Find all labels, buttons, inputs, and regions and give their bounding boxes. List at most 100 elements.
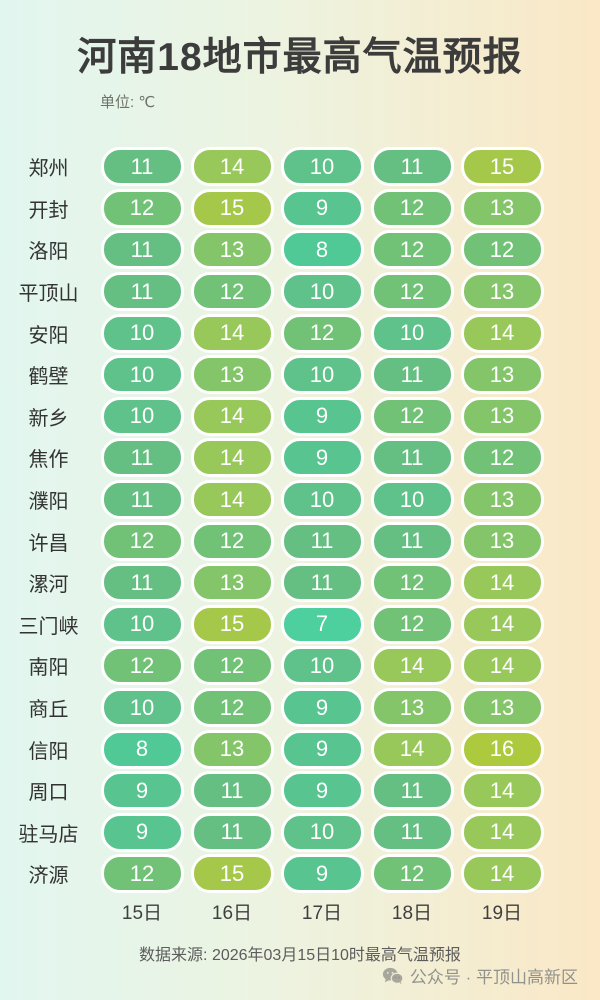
table-row: 濮阳 11 14 10 10 13: [0, 479, 600, 521]
temp-pill: 15: [190, 604, 274, 644]
temp-slot: 14: [457, 604, 547, 644]
temp-slot: 10: [367, 480, 457, 520]
row-cells: 12 15 9 12 13: [97, 188, 600, 228]
temp-slot: 16: [457, 729, 547, 769]
temp-pill: 12: [370, 854, 454, 894]
table-row: 平顶山 11 12 10 12 13: [0, 271, 600, 313]
temp-slot: 11: [277, 521, 367, 561]
city-label: 驻马店: [18, 823, 79, 846]
temp-slot: 11: [367, 812, 457, 852]
temp-slot: 14: [457, 313, 547, 353]
temp-pill: 12: [460, 230, 544, 270]
temp-pill: 14: [460, 771, 544, 811]
city-label: 濮阳: [28, 491, 69, 514]
temp-pill: 11: [370, 521, 454, 561]
temp-pill: 11: [190, 812, 274, 852]
table-row: 南阳 12 12 10 14 14: [0, 645, 600, 687]
temp-pill: 11: [190, 771, 274, 811]
temp-slot: 15: [187, 188, 277, 228]
date-label: 18日: [391, 903, 433, 924]
temp-slot: 11: [277, 563, 367, 603]
temp-slot: 11: [97, 438, 187, 478]
temp-pill: 11: [100, 438, 184, 478]
temp-pill: 9: [280, 396, 364, 436]
temp-pill: 7: [280, 604, 364, 644]
temp-slot: 10: [97, 396, 187, 436]
row-cells: 10 14 12 10 14: [97, 313, 600, 353]
temp-slot: 11: [367, 521, 457, 561]
row-cells: 11 13 8 12 12: [97, 230, 600, 270]
table-row: 漯河 11 13 11 12 14: [0, 562, 600, 604]
temp-table: 郑州 11 14 10 11 15 开封 12 15 9 12 13 洛阳 11 13 8 12 12 …: [0, 146, 600, 895]
temp-slot: 11: [367, 147, 457, 187]
page-title: 河南18地市最高气温预报: [77, 36, 523, 79]
temp-slot: 11: [187, 771, 277, 811]
temp-pill: 10: [280, 355, 364, 395]
wechat-icon: [382, 967, 404, 985]
temp-pill: 12: [100, 646, 184, 686]
temp-slot: 12: [367, 272, 457, 312]
table-row: 济源 12 15 9 12 14: [0, 853, 600, 895]
temp-pill: 13: [190, 355, 274, 395]
temp-pill: 11: [370, 771, 454, 811]
temp-slot: 12: [187, 688, 277, 728]
temp-pill: 12: [370, 396, 454, 436]
temp-pill: 16: [460, 729, 544, 769]
temp-pill: 13: [460, 521, 544, 561]
temp-slot: 13: [457, 521, 547, 561]
temp-pill: 10: [100, 355, 184, 395]
temp-slot: 11: [97, 563, 187, 603]
city-label: 信阳: [28, 740, 69, 763]
temp-pill: 9: [100, 812, 184, 852]
table-row: 驻马店 9 11 10 11 14: [0, 812, 600, 854]
temp-slot: 8: [97, 729, 187, 769]
city-label: 三门峡: [18, 615, 79, 638]
temp-pill: 13: [460, 688, 544, 728]
temp-slot: 14: [187, 147, 277, 187]
temp-slot: 10: [277, 355, 367, 395]
temp-slot: 11: [187, 812, 277, 852]
temp-pill: 12: [370, 230, 454, 270]
row-cells: 10 14 9 12 13: [97, 396, 600, 436]
temp-slot: 14: [457, 812, 547, 852]
temp-slot: 13: [367, 688, 457, 728]
temp-pill: 13: [370, 688, 454, 728]
temp-slot: 14: [187, 480, 277, 520]
temp-pill: 14: [190, 480, 274, 520]
temp-slot: 13: [187, 355, 277, 395]
unit-label: 单位: ℃: [100, 94, 156, 111]
temp-pill: 10: [280, 272, 364, 312]
temp-pill: 10: [100, 396, 184, 436]
city-label: 漯河: [28, 574, 69, 597]
temp-pill: 14: [460, 812, 544, 852]
temp-pill: 13: [460, 480, 544, 520]
table-row: 郑州 11 14 10 11 15: [0, 146, 600, 188]
temp-pill: 12: [370, 604, 454, 644]
temp-slot: 10: [97, 604, 187, 644]
table-row: 周口 9 11 9 11 14: [0, 770, 600, 812]
temp-slot: 15: [187, 604, 277, 644]
city-label: 商丘: [28, 699, 69, 722]
row-cells: 11 14 10 11 15: [97, 147, 600, 187]
temp-slot: 12: [457, 230, 547, 270]
temp-pill: 15: [460, 147, 544, 187]
temp-slot: 12: [187, 521, 277, 561]
temp-pill: 10: [370, 313, 454, 353]
temp-pill: 12: [280, 313, 364, 353]
temp-pill: 11: [280, 521, 364, 561]
temp-pill: 13: [190, 563, 274, 603]
temp-pill: 14: [460, 854, 544, 894]
temp-pill: 14: [370, 646, 454, 686]
temp-pill: 14: [190, 438, 274, 478]
city-label: 新乡: [28, 407, 69, 430]
city-label: 洛阳: [28, 241, 69, 264]
temp-pill: 14: [190, 396, 274, 436]
temp-pill: 15: [190, 188, 274, 228]
table-row: 许昌 12 12 11 11 13: [0, 520, 600, 562]
row-cells: 11 14 9 11 12: [97, 438, 600, 478]
wechat-account-label: 公众号 · 平顶山高新区: [409, 968, 578, 987]
temp-slot: 11: [97, 480, 187, 520]
temp-pill: 12: [100, 521, 184, 561]
city-label: 平顶山: [18, 283, 79, 306]
city-label: 焦作: [28, 449, 69, 472]
